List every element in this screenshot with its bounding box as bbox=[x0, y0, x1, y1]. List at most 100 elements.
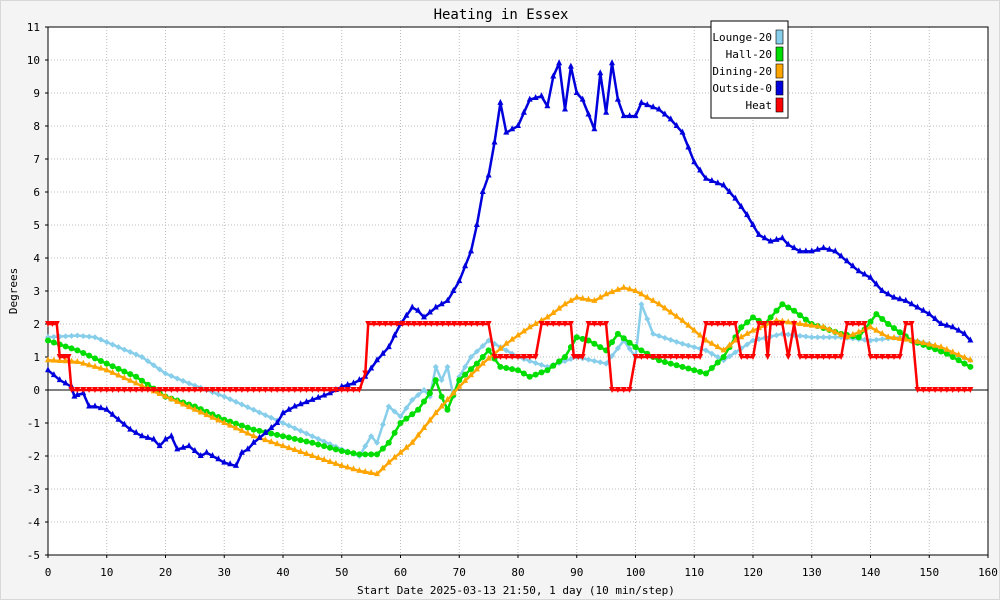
data-point bbox=[238, 422, 245, 429]
data-point bbox=[867, 323, 874, 330]
data-point bbox=[591, 296, 598, 303]
data-point bbox=[797, 354, 803, 360]
data-point bbox=[244, 404, 251, 411]
data-point bbox=[896, 354, 903, 360]
data-point bbox=[573, 293, 580, 300]
data-point bbox=[233, 387, 239, 393]
data-point bbox=[244, 424, 251, 431]
data-point bbox=[180, 377, 187, 384]
data-point bbox=[456, 377, 463, 384]
data-point bbox=[526, 357, 533, 364]
data-point bbox=[362, 370, 369, 377]
data-point bbox=[350, 465, 357, 472]
data-point bbox=[873, 280, 880, 287]
data-point bbox=[162, 392, 169, 399]
data-point bbox=[720, 354, 727, 360]
data-point bbox=[885, 333, 892, 340]
data-point bbox=[450, 389, 457, 396]
data-point bbox=[379, 421, 386, 428]
data-point bbox=[808, 321, 815, 328]
data-point bbox=[826, 245, 833, 252]
data-point bbox=[720, 346, 727, 353]
data-point bbox=[908, 321, 915, 327]
data-point bbox=[485, 347, 492, 354]
data-point bbox=[938, 320, 944, 326]
data-point bbox=[473, 221, 480, 227]
data-point bbox=[597, 293, 604, 300]
data-point bbox=[285, 405, 292, 412]
data-point bbox=[744, 329, 751, 336]
data-point bbox=[280, 409, 286, 416]
data-point bbox=[632, 112, 639, 119]
data-point bbox=[538, 92, 545, 99]
data-point bbox=[468, 366, 474, 373]
data-point bbox=[591, 340, 598, 347]
data-point bbox=[356, 466, 363, 473]
data-point bbox=[650, 330, 657, 337]
data-point bbox=[209, 452, 216, 458]
data-point bbox=[280, 387, 286, 393]
data-point bbox=[56, 354, 63, 360]
data-point bbox=[744, 211, 751, 218]
data-point bbox=[573, 334, 580, 341]
data-point bbox=[74, 387, 81, 393]
data-point bbox=[462, 321, 469, 327]
x-tick-label: 60 bbox=[394, 566, 407, 579]
data-point bbox=[50, 371, 57, 378]
x-tick-label: 100 bbox=[626, 566, 646, 579]
data-point bbox=[532, 93, 539, 100]
x-tick-label: 10 bbox=[100, 566, 113, 579]
data-point bbox=[415, 406, 422, 413]
data-point bbox=[374, 470, 380, 477]
data-point bbox=[227, 396, 234, 403]
data-point bbox=[97, 387, 104, 393]
data-point bbox=[391, 429, 398, 436]
data-point bbox=[738, 333, 745, 340]
data-point bbox=[303, 387, 310, 393]
data-point bbox=[321, 455, 328, 462]
data-point bbox=[191, 447, 198, 454]
data-point bbox=[820, 354, 827, 360]
data-point bbox=[309, 433, 316, 440]
data-point bbox=[738, 354, 745, 360]
data-point bbox=[879, 316, 886, 323]
data-point bbox=[92, 355, 98, 362]
data-point bbox=[344, 449, 351, 456]
data-point bbox=[667, 115, 674, 122]
data-point bbox=[550, 321, 557, 327]
data-point bbox=[902, 321, 909, 327]
data-point bbox=[144, 433, 151, 440]
data-point bbox=[421, 387, 427, 393]
data-point bbox=[638, 290, 645, 297]
data-point bbox=[679, 363, 686, 370]
data-point bbox=[262, 412, 269, 419]
x-tick-label: 0 bbox=[45, 566, 52, 579]
data-point bbox=[297, 400, 304, 407]
data-point bbox=[444, 363, 451, 370]
data-point bbox=[368, 469, 375, 476]
data-point bbox=[691, 354, 698, 360]
data-point bbox=[926, 387, 933, 393]
data-point bbox=[497, 98, 504, 105]
data-point bbox=[71, 392, 78, 399]
data-point bbox=[268, 430, 275, 437]
data-point bbox=[497, 354, 504, 360]
data-point bbox=[485, 321, 492, 327]
data-point bbox=[238, 448, 245, 455]
data-point bbox=[444, 406, 451, 413]
data-point bbox=[632, 354, 639, 360]
data-point bbox=[526, 373, 533, 380]
data-point bbox=[274, 440, 281, 447]
data-point bbox=[86, 352, 93, 359]
data-point bbox=[826, 334, 833, 341]
data-point bbox=[750, 354, 756, 360]
data-point bbox=[315, 393, 322, 400]
data-point bbox=[45, 337, 51, 344]
data-point bbox=[943, 350, 950, 357]
data-point bbox=[570, 354, 577, 360]
data-point bbox=[368, 451, 375, 458]
data-point bbox=[197, 408, 204, 415]
data-point bbox=[673, 338, 680, 345]
data-point bbox=[186, 442, 192, 449]
